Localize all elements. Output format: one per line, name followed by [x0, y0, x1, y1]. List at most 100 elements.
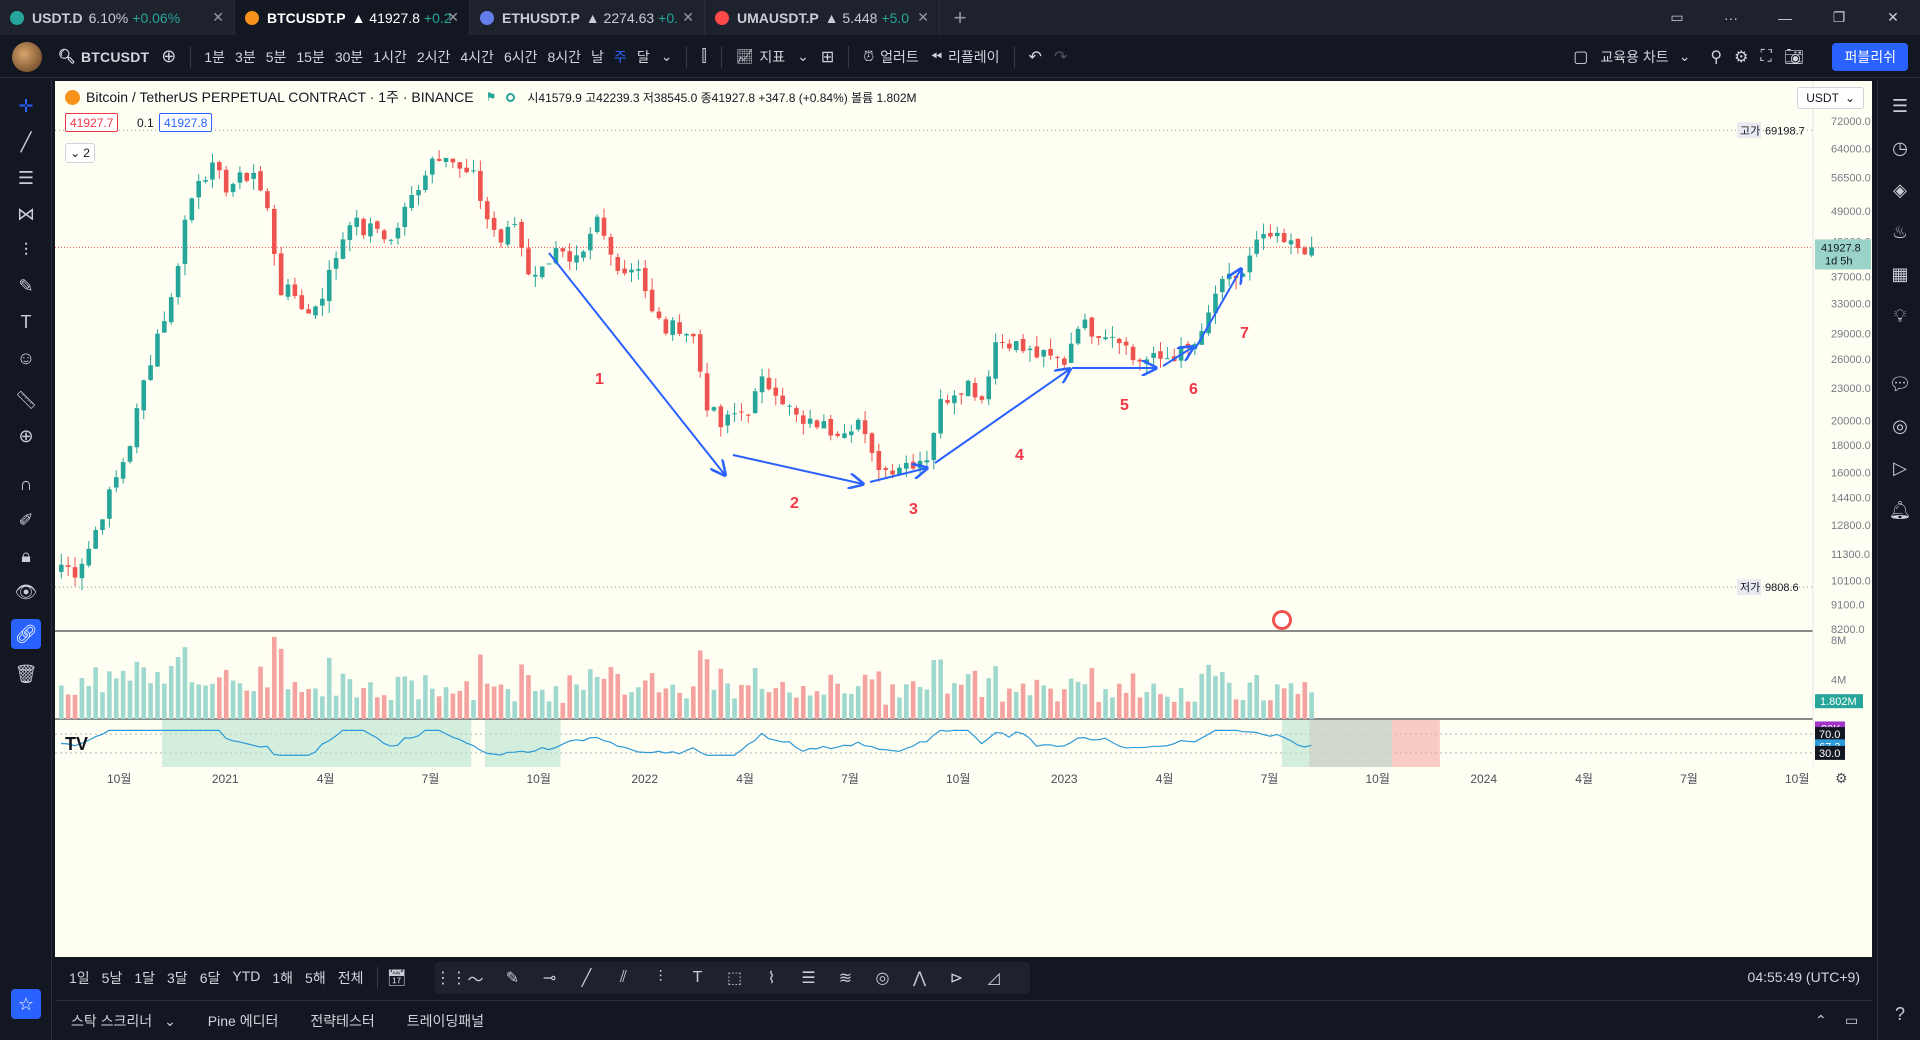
currency-dropdown[interactable]: USDT ⌄ [1797, 87, 1864, 109]
favorites-star-icon[interactable]: ☆ [11, 989, 41, 1019]
go-to-date-icon[interactable]: 📅︎ [386, 970, 407, 987]
minimize-button[interactable]: — [1778, 9, 1792, 26]
compare-symbol-button[interactable]: ⊕ [161, 46, 177, 66]
maximize-panel-icon[interactable]: ▭ [1845, 1012, 1859, 1028]
interval-button[interactable]: 날 [591, 48, 604, 65]
trend-arrow[interactable] [869, 468, 927, 483]
trend-line-icon[interactable]: ╱ [20, 131, 32, 152]
sell-price-box[interactable]: 41927.7 [65, 113, 119, 132]
quick-search-icon[interactable]: ⚲ [1710, 48, 1723, 66]
layers-icon[interactable]: ◈ [1893, 179, 1907, 200]
interval-button[interactable]: 1분 [204, 48, 226, 65]
rectangle-icon[interactable]: ⬚ [726, 970, 743, 987]
range-button[interactable]: 1달 [134, 970, 156, 986]
lines-icon[interactable]: ☰ [801, 970, 816, 987]
zoom-in-icon[interactable]: ⊕ [18, 425, 34, 446]
layout-button[interactable]: ▢ 교육용 차트 ⌄ [1567, 47, 1696, 67]
horizontal-lines-icon[interactable]: ☰ [17, 167, 35, 188]
restore-button[interactable]: ❐ [1832, 9, 1846, 25]
candle-type-icon[interactable]: ⫿ [701, 47, 707, 65]
browser-tab-btcusdt[interactable]: BTCUSDT.P ▲ 41927.8 +0.2 ✕ [235, 0, 470, 35]
range-button[interactable]: 전체 [337, 970, 364, 986]
tab-layout-icon[interactable]: ▭ [1670, 9, 1684, 25]
flag-icon[interactable]: ⚑ [485, 90, 497, 104]
close-tab-icon[interactable]: ✕ [682, 9, 694, 25]
crosshair-icon[interactable]: ✛ [18, 95, 34, 116]
tab-trading-panel[interactable]: 트레이딩패널 [391, 1011, 500, 1031]
eye-icon[interactable]: 👁︎ [14, 581, 38, 602]
measure-icon[interactable]: ◿ [987, 970, 1000, 987]
new-tab-button[interactable]: + [953, 4, 967, 30]
parallel-channel-icon[interactable]: ⫽ [619, 969, 628, 986]
more-icon[interactable]: ··· [1724, 9, 1738, 26]
tab-stock-screener[interactable]: 스탁 스크리너 ⌄ [55, 1011, 192, 1031]
alerts-clock-icon[interactable]: ◷ [1892, 137, 1908, 158]
tab-strategy-tester[interactable]: 전략테스터 [294, 1011, 390, 1031]
help-icon[interactable]: ? [1894, 1003, 1905, 1024]
settings-gear-icon[interactable]: ⚙ [1734, 48, 1749, 66]
lock-icon[interactable]: 🔒︎ [21, 545, 31, 566]
trash-icon[interactable]: 🗑︎ [14, 663, 38, 684]
alert-button[interactable]: ⏰︎ 얼러트 [857, 47, 925, 67]
fib-icon[interactable]: ⫶ [658, 969, 663, 986]
emoji-icon[interactable]: ☺ [16, 347, 36, 368]
interval-dropdown-chevron-icon[interactable]: ⌄ [660, 48, 673, 64]
replay-button[interactable]: ⏪︎ 리플레이 [925, 47, 1006, 67]
browser-tab-ethusdt[interactable]: ETHUSDT.P ▲ 2274.63 +0. ✕ [470, 0, 705, 35]
chat-icon[interactable]: 💬︎ [1888, 373, 1912, 394]
pattern-icon[interactable]: ⋀ [912, 970, 927, 987]
interval-button[interactable]: 3분 [235, 48, 256, 65]
close-tab-icon[interactable]: ✕ [447, 9, 459, 25]
path-icon[interactable]: ⌇ [767, 970, 776, 987]
interval-button[interactable]: 8시간 [547, 48, 582, 65]
symbol-search-button[interactable]: 🔍︎ BTCUSDT [52, 48, 155, 65]
trend-arrow[interactable] [1194, 269, 1241, 350]
interval-button[interactable]: 6시간 [503, 48, 538, 65]
current-price-tag[interactable] [1815, 239, 1871, 270]
indicators-button[interactable]: 📈︎ 지표 [730, 47, 792, 67]
hotlist-fire-icon[interactable]: ♨ [1891, 221, 1909, 242]
close-window-button[interactable]: ✕ [1887, 9, 1899, 25]
fullscreen-icon[interactable]: ⛶ [1760, 47, 1772, 65]
range-button[interactable]: 1해 [272, 970, 294, 986]
trend-line-icon[interactable]: ╱ [581, 970, 592, 987]
brush-icon[interactable]: ✎ [18, 275, 34, 296]
trend-arrow[interactable] [934, 369, 1070, 464]
browser-tab-umausdt[interactable]: UMAUSDT.P ▲ 5.448 +5.0 ✕ [705, 0, 940, 35]
notifications-bell-icon[interactable]: 🔔︎ [1888, 499, 1912, 520]
tab-pine-editor[interactable]: Pine 에디터 [192, 1011, 295, 1031]
user-avatar[interactable] [12, 41, 42, 72]
publish-button[interactable]: 퍼블리쉬 [1832, 43, 1908, 71]
legend-collapse-button[interactable]: ⌄ 2 [65, 143, 95, 163]
curve-icon[interactable]: 〜 [467, 972, 484, 989]
text-tool-icon[interactable]: T [692, 969, 703, 986]
playback-icon[interactable]: ▷ [1893, 457, 1907, 478]
range-button[interactable]: 5해 [305, 970, 326, 986]
undo-icon[interactable]: ↶ [1028, 48, 1042, 66]
interval-button[interactable]: 주 [613, 48, 627, 65]
projection-icon[interactable]: ⊳ [949, 970, 964, 987]
trend-arrow[interactable] [732, 454, 863, 484]
range-button[interactable]: YTD [232, 968, 261, 984]
ruler-icon[interactable]: 📏︎ [14, 389, 38, 410]
lock-pencil-icon[interactable]: ✐ [18, 509, 34, 530]
interval-button[interactable]: 5분 [265, 48, 287, 65]
ideas-bulb-icon[interactable]: 💡︎ [1893, 305, 1907, 326]
close-tab-icon[interactable]: ✕ [917, 9, 929, 25]
link-icon[interactable]: 🔗︎ [11, 619, 41, 649]
drag-handle-icon[interactable]: ⋮⋮ [435, 970, 467, 987]
pitchfork-icon[interactable]: ⋈ [17, 203, 35, 224]
legend-title[interactable]: Bitcoin / TetherUS PERPETUAL CONTRACT · … [86, 89, 474, 105]
buy-price-box[interactable]: 41927.8 [159, 113, 213, 132]
interval-button[interactable]: 15분 [296, 48, 325, 65]
templates-grid-icon[interactable]: ⊞ [820, 48, 835, 66]
interval-button[interactable]: 30분 [334, 48, 364, 65]
range-button[interactable]: 1일 [69, 970, 90, 986]
range-button[interactable]: 5날 [101, 970, 123, 986]
fan-icon[interactable]: ≋ [838, 970, 853, 987]
trend-arrow[interactable] [1162, 347, 1193, 367]
indicators-chevron-icon[interactable]: ⌄ [797, 48, 809, 64]
interval-button[interactable]: 1시간 [373, 48, 407, 65]
close-tab-icon[interactable]: ✕ [212, 9, 224, 25]
interval-button[interactable]: 4시간 [460, 48, 494, 65]
